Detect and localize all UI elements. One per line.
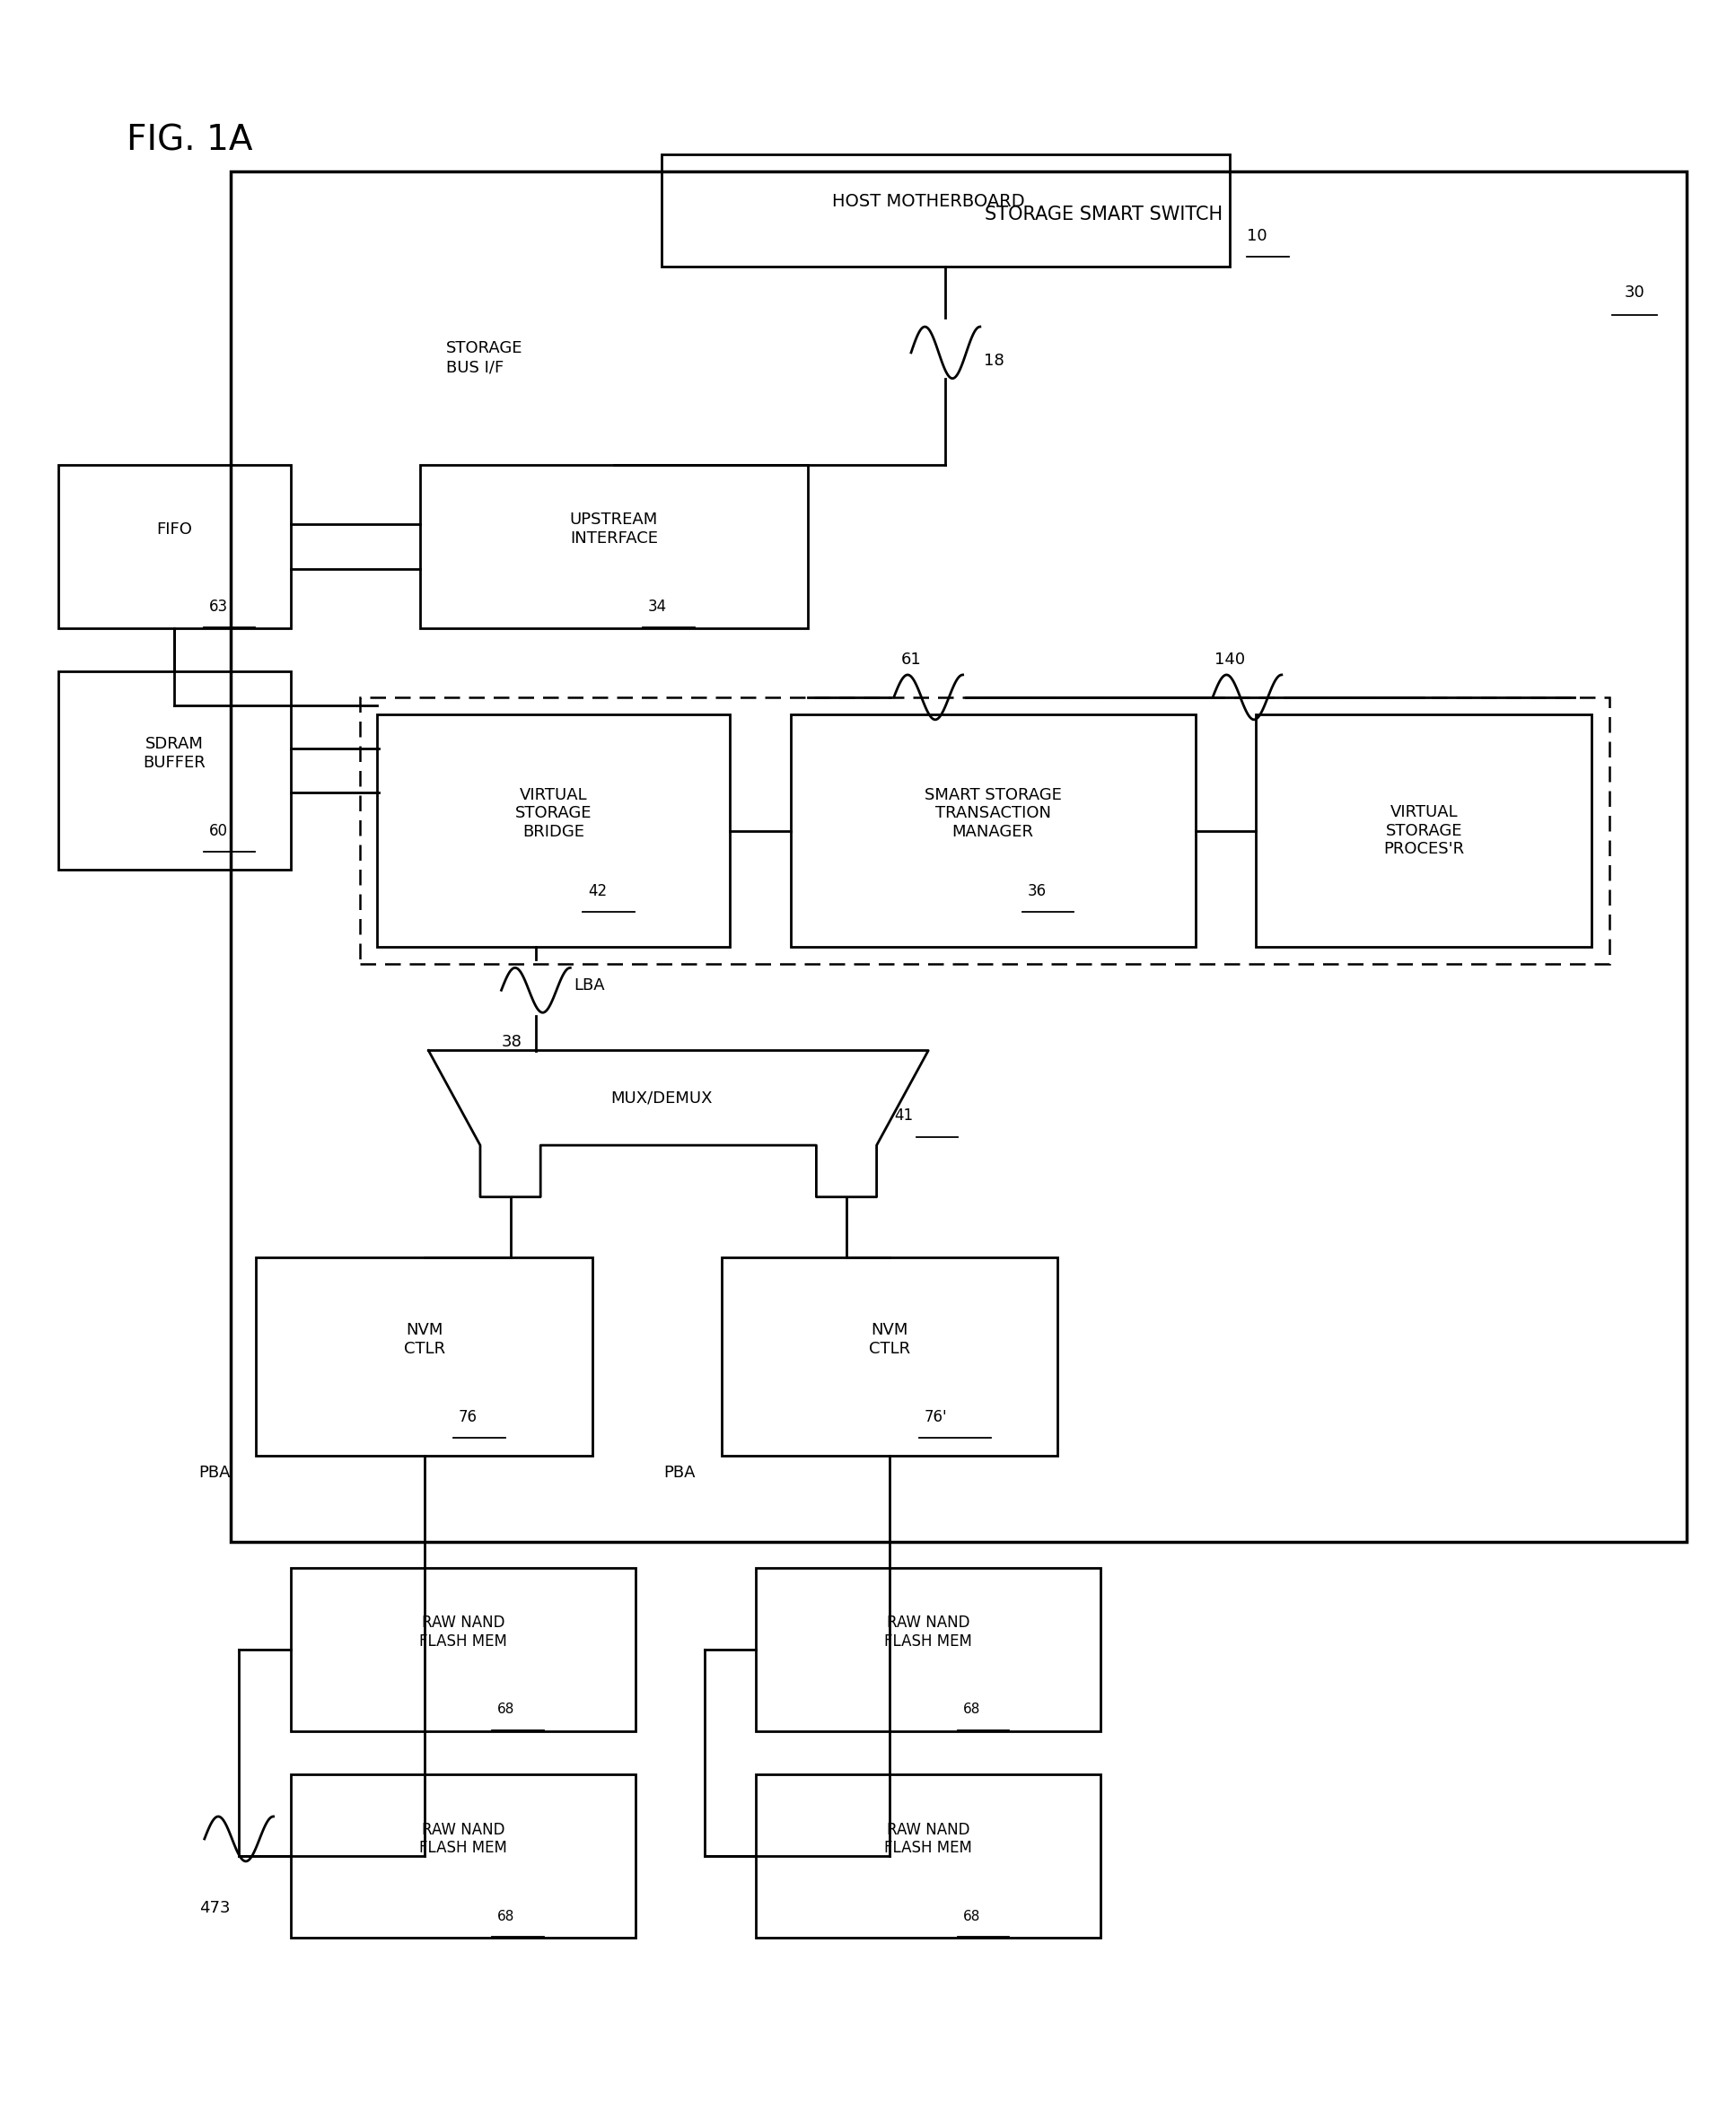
Bar (1255, 714, 1592, 948)
Bar (290, 1567, 635, 1731)
Text: VIRTUAL
STORAGE
BRIDGE: VIRTUAL STORAGE BRIDGE (516, 786, 592, 840)
Text: 38: 38 (502, 1034, 523, 1050)
Bar (359, 698, 1609, 964)
Text: 34: 34 (648, 599, 667, 616)
Bar (661, 153, 1229, 267)
Text: PBA: PBA (663, 1464, 696, 1481)
Text: STORAGE
BUS I/F: STORAGE BUS I/F (446, 340, 523, 376)
Text: SMART STORAGE
TRANSACTION
MANAGER: SMART STORAGE TRANSACTION MANAGER (924, 786, 1062, 840)
Text: 18: 18 (984, 353, 1003, 370)
Text: 30: 30 (1625, 284, 1646, 300)
Text: 41: 41 (894, 1107, 913, 1124)
Text: UPSTREAM
INTERFACE: UPSTREAM INTERFACE (569, 513, 658, 546)
Bar (257, 1256, 592, 1456)
Bar (290, 1773, 635, 1937)
Bar (231, 172, 1687, 1542)
Text: HOST MOTHERBOARD: HOST MOTHERBOARD (832, 193, 1024, 210)
Text: 61: 61 (901, 651, 922, 668)
Bar (755, 1567, 1101, 1731)
Text: FIG. 1A: FIG. 1A (127, 124, 253, 158)
Text: PBA: PBA (198, 1464, 231, 1481)
Text: 68: 68 (498, 1910, 516, 1922)
Bar (377, 714, 731, 948)
Text: NVM
CTLR: NVM CTLR (403, 1322, 444, 1357)
Text: 10: 10 (1246, 229, 1267, 244)
Text: RAW NAND
FLASH MEM: RAW NAND FLASH MEM (418, 1616, 507, 1649)
Bar (420, 464, 807, 628)
Text: 76: 76 (458, 1408, 477, 1424)
Text: 140: 140 (1215, 651, 1245, 668)
Bar (790, 714, 1196, 948)
Bar (57, 464, 290, 628)
Text: 36: 36 (1028, 882, 1047, 899)
Text: 60: 60 (208, 824, 227, 838)
Text: RAW NAND
FLASH MEM: RAW NAND FLASH MEM (884, 1616, 972, 1649)
Text: 68: 68 (963, 1910, 981, 1922)
Text: NVM
CTLR: NVM CTLR (868, 1322, 910, 1357)
Text: MUX/DEMUX: MUX/DEMUX (611, 1090, 712, 1105)
Text: 68: 68 (963, 1704, 981, 1717)
Text: 42: 42 (589, 882, 608, 899)
Text: SDRAM
BUFFER: SDRAM BUFFER (142, 735, 205, 771)
Text: LBA: LBA (573, 977, 604, 994)
Text: 473: 473 (200, 1899, 231, 1916)
Text: FIFO: FIFO (156, 521, 193, 538)
Bar (722, 1256, 1057, 1456)
Text: 68: 68 (498, 1704, 516, 1717)
Text: 63: 63 (208, 599, 227, 616)
Text: VIRTUAL
STORAGE
PROCES'R: VIRTUAL STORAGE PROCES'R (1384, 805, 1463, 857)
Text: RAW NAND
FLASH MEM: RAW NAND FLASH MEM (418, 1822, 507, 1857)
Text: STORAGE SMART SWITCH: STORAGE SMART SWITCH (984, 206, 1224, 223)
Bar (755, 1773, 1101, 1937)
Text: 76': 76' (924, 1408, 948, 1424)
Text: RAW NAND
FLASH MEM: RAW NAND FLASH MEM (884, 1822, 972, 1857)
Bar (57, 672, 290, 870)
